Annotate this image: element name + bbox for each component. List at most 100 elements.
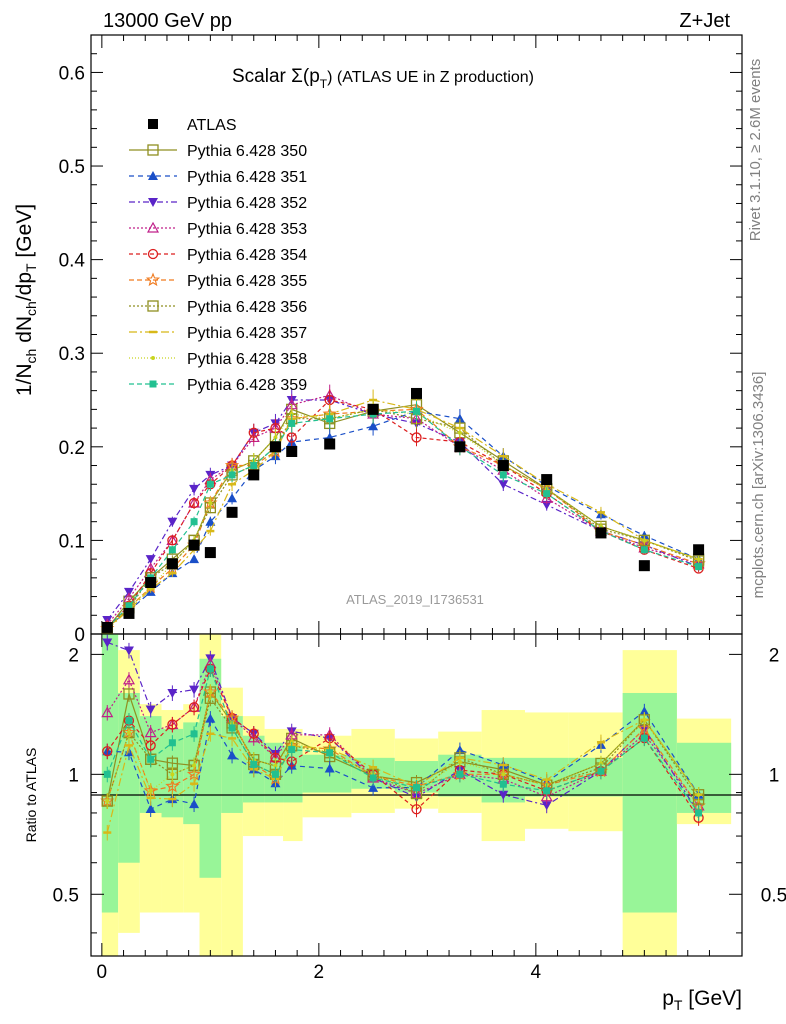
ratio-point: [227, 750, 238, 760]
x-axis-label: pT [GeV]: [662, 987, 742, 1013]
legend-marker: [147, 300, 159, 312]
rivet-label: Rivet 3.1.10, ≥ 2.6M events: [747, 59, 764, 242]
main-axis-ticks: 0 0.1 0.2 0.3 0.4 0.5 0.6: [59, 35, 742, 646]
legend-entry: Pythia 6.428 354: [129, 247, 307, 264]
legend-label: Pythia 6.428 354: [187, 247, 307, 264]
ratio-point: [170, 772, 175, 777]
y-tick-label: 0.3: [59, 344, 85, 365]
inner-band-bin: [199, 658, 222, 878]
legend-marker: [151, 356, 155, 360]
legend-marker: [149, 380, 157, 388]
point: [695, 563, 703, 571]
point: [190, 518, 198, 526]
y-tick-label: 0.1: [59, 531, 85, 552]
point: [248, 427, 259, 438]
ratio-point: [105, 799, 110, 804]
ratio-point: [126, 730, 131, 735]
legend-label: Pythia 6.428 359: [187, 377, 307, 394]
ratio-point: [190, 730, 198, 738]
ratio-point: [206, 665, 214, 673]
data-point: [204, 547, 216, 559]
legend-marker: [148, 119, 158, 129]
legend-marker: [146, 221, 160, 233]
data-point: [145, 577, 157, 589]
legend-entry: Pythia 6.428 350: [129, 143, 307, 160]
point: [638, 534, 650, 547]
point: [413, 407, 420, 415]
x-tick-label: 0: [97, 962, 108, 983]
ratio-point: [125, 717, 133, 725]
ratio-point: [413, 784, 420, 792]
point: [125, 602, 133, 610]
ratio-point: [540, 790, 553, 802]
point: [411, 432, 422, 443]
legend-marker: [145, 272, 161, 287]
data-point: [226, 506, 238, 518]
point: [598, 524, 603, 529]
ratio-point: [457, 759, 462, 764]
point: [167, 517, 178, 527]
ratio-tick-label: 2: [68, 645, 79, 666]
legend-entry: Pythia 6.428 352: [129, 195, 307, 212]
inner-band-bin: [283, 745, 303, 803]
data-point: [188, 539, 200, 551]
ratio-point: [642, 717, 647, 722]
legend-label: Pythia 6.428 351: [187, 169, 307, 186]
legend-entry: Pythia 6.428 353: [129, 221, 307, 238]
y-tick-label: 0.2: [59, 438, 85, 459]
point: [498, 480, 509, 490]
data-point: [638, 560, 650, 572]
main-marks: [100, 384, 706, 635]
data-point: [286, 445, 298, 457]
legend-entry: Pythia 6.428 356: [129, 299, 307, 316]
ratio-point: [639, 706, 650, 716]
ratio-point: [205, 713, 216, 723]
ratio-point: [411, 804, 422, 815]
ratio-point: [144, 726, 157, 738]
ratio-point: [147, 755, 155, 763]
point: [189, 484, 200, 494]
point: [640, 546, 648, 554]
ratio-point: [498, 790, 509, 800]
data-point: [269, 441, 281, 453]
ratio-point: [102, 746, 113, 757]
ratio-point: [499, 780, 507, 788]
legend-marker: [148, 171, 158, 180]
legend-label: ATLAS: [187, 117, 237, 134]
legend-label: Pythia 6.428 357: [187, 325, 307, 342]
legend-entry: Pythia 6.428 358: [129, 351, 307, 368]
ratio-point: [288, 746, 296, 754]
point: [368, 421, 379, 431]
ratio-tick-label: 0.5: [53, 885, 79, 906]
ratio-point: [326, 749, 334, 757]
ratio-tick-label-right: 0.5: [761, 885, 786, 906]
data-point: [411, 387, 422, 399]
ratio-point: [324, 763, 335, 773]
legend-entry: Pythia 6.428 357: [129, 325, 307, 342]
point: [696, 557, 701, 562]
ratio-point: [192, 763, 197, 768]
ratio-point: [696, 792, 701, 797]
ratio-point: [123, 646, 134, 656]
point: [145, 555, 156, 565]
header-right: Z+Jet: [679, 10, 730, 32]
point: [642, 538, 647, 543]
point: [189, 554, 200, 564]
point: [167, 535, 178, 546]
legend-label: Pythia 6.428 355: [187, 273, 307, 290]
ratio-tick-label-right: 2: [769, 645, 780, 666]
ratio-point: [541, 801, 552, 811]
ratio-marks: [100, 634, 706, 841]
point: [543, 490, 551, 498]
data-point: [497, 460, 509, 472]
point: [208, 500, 213, 505]
ratio-plot: 0 2 4 0.5 0.5 1 1 2 2: [53, 633, 786, 983]
point: [326, 415, 334, 423]
ratio-point: [454, 745, 465, 755]
legend-entry: ATLAS: [148, 117, 237, 134]
ratio-point: [148, 788, 153, 793]
point: [206, 480, 214, 488]
chart-title: Scalar Σ(pT) (ATLAS UE in Z production): [232, 66, 534, 91]
legend-label: Pythia 6.428 352: [187, 195, 307, 212]
legend-label: Pythia 6.428 353: [187, 221, 307, 238]
